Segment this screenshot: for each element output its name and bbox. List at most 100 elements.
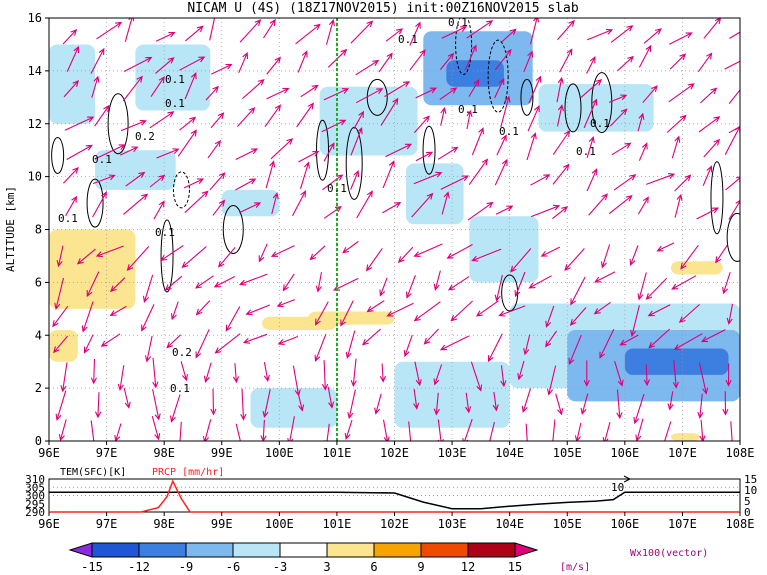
lower-x-tick-label: 107E [668, 517, 697, 531]
wind-vector [608, 195, 633, 215]
wind-vector [698, 362, 709, 395]
wind-vector [580, 78, 603, 99]
wind-vectors [52, 18, 740, 441]
wind-vector [643, 364, 651, 387]
wind-vector [642, 85, 658, 104]
wind-vector [462, 418, 473, 441]
contour-line [487, 39, 509, 113]
colorbar-label: -9 [179, 560, 193, 574]
wind-vector [647, 304, 671, 317]
wind-vector [151, 415, 161, 441]
colorbar-segment [467, 542, 516, 558]
wind-vector [179, 421, 182, 441]
wind-vector [353, 110, 365, 130]
wind-vector [95, 144, 126, 160]
wind-vector [408, 421, 412, 441]
wind-vector [557, 19, 575, 41]
contour-line [222, 205, 244, 254]
wind-vector [177, 129, 197, 157]
wind-vector [588, 193, 608, 216]
colorbar-segment [91, 542, 140, 558]
wind-vector [500, 95, 511, 128]
wind-vector [440, 175, 470, 190]
lower-x-tick-label: 105E [553, 517, 582, 531]
wind-vector [555, 393, 564, 416]
wind-vector [149, 174, 166, 188]
wind-vector [725, 176, 740, 191]
wind-vector [66, 45, 80, 72]
wind-vector [528, 275, 552, 289]
contour-label: 0.1 [499, 125, 519, 138]
wind-vector [680, 244, 699, 270]
lower-x-tick-label: 108E [726, 517, 755, 531]
colorbar-label: 9 [417, 560, 424, 574]
wind-vector [150, 76, 165, 98]
lower-x-tick-label: 101E [322, 517, 351, 531]
wind-vector [467, 201, 494, 221]
wind-vector [235, 423, 241, 441]
wind-vector [114, 423, 122, 441]
wind-vector [433, 270, 441, 291]
wind-vector [94, 104, 110, 127]
wind-vector [239, 19, 262, 43]
wind-vector [556, 76, 564, 103]
wind-vector [379, 277, 388, 297]
lower-x-tick-label: 98E [153, 517, 175, 531]
wind-vector [297, 50, 308, 73]
wind-vector [405, 275, 416, 299]
wind-vector [433, 364, 443, 386]
wind-vector [344, 419, 353, 440]
shade-region [670, 433, 700, 441]
colorbar-label: -12 [128, 560, 150, 574]
wind-vector [487, 333, 503, 363]
wind-vector [668, 83, 695, 103]
wind-vector [155, 57, 175, 74]
shade-region [250, 388, 337, 428]
wind-vector [205, 85, 219, 101]
wind-vector [66, 144, 93, 160]
wind-vector [240, 388, 247, 421]
wind-vector [242, 333, 268, 344]
wind-vector [523, 50, 534, 73]
wind-vector [184, 190, 209, 214]
wind-vector [323, 205, 342, 219]
wind-vector [374, 393, 382, 415]
shade-region [221, 189, 280, 217]
wind-vector [235, 148, 259, 160]
lower-x-tick-label: 96E [38, 517, 60, 531]
contour-label: 0.1 [58, 212, 78, 225]
wind-vector [414, 361, 422, 387]
wind-vector [495, 205, 514, 215]
wind-vector [637, 272, 647, 301]
wind-vector [613, 174, 637, 191]
wind-vector [599, 328, 615, 359]
contour-line [316, 119, 330, 181]
wind-vector [123, 193, 149, 215]
contour-label: 0.1 [398, 33, 418, 46]
wind-vector [125, 171, 146, 187]
wind-vector [123, 56, 153, 72]
wind-vector [672, 360, 679, 389]
wind-vector [464, 44, 477, 71]
wind-vector [556, 104, 564, 127]
shade-region [49, 229, 136, 309]
wind-vector [361, 328, 381, 346]
wind-vector [559, 48, 573, 73]
lower-left-tick-label: 310 [25, 473, 45, 486]
wind-vector [440, 106, 447, 126]
wind-vector [614, 360, 624, 387]
wind-vector [314, 333, 327, 362]
contour-label: 0.1 [92, 153, 112, 166]
wind-vector [350, 358, 357, 388]
wind-vector [546, 365, 557, 396]
wind-vector [468, 78, 480, 97]
colorbar-label: 15 [508, 560, 522, 574]
wind-vector [517, 360, 525, 381]
colorbar-label: 6 [370, 560, 377, 574]
wind-vector [674, 193, 683, 218]
colorbar-label: 3 [323, 560, 330, 574]
wind-vector [282, 273, 295, 292]
wind-vector [100, 333, 121, 347]
shade-region [670, 261, 723, 275]
wind-vector [409, 49, 426, 71]
